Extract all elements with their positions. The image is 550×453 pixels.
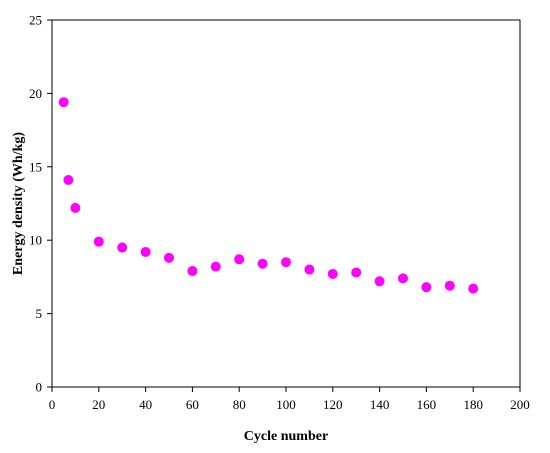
data-point — [93, 236, 104, 247]
data-markers — [58, 97, 479, 294]
data-point — [421, 282, 432, 293]
plot-frame — [51, 19, 521, 388]
data-point — [63, 175, 74, 186]
x-tick-label: 120 — [323, 397, 343, 412]
data-point — [117, 242, 128, 253]
y-tick-label: 15 — [29, 159, 42, 174]
data-point — [281, 257, 291, 268]
y-tick-label: 25 — [29, 13, 42, 28]
x-tick-label: 20 — [92, 397, 105, 412]
data-point — [468, 283, 479, 294]
data-point — [187, 266, 198, 277]
x-tick-label: 200 — [510, 397, 530, 412]
x-tick-label: 160 — [417, 397, 437, 412]
data-point — [210, 261, 221, 272]
data-point — [444, 280, 455, 291]
data-point — [257, 258, 268, 269]
x-axis: 0 20 40 60 80 100 120 140 160 180 200 — [49, 387, 530, 412]
x-tick-label: 140 — [370, 397, 390, 412]
data-point — [140, 246, 151, 257]
x-tick-label: 40 — [139, 397, 152, 412]
x-tick-label: 0 — [49, 397, 56, 412]
y-tick-label: 10 — [29, 233, 42, 248]
y-tick-label: 0 — [36, 380, 43, 395]
data-point — [327, 268, 338, 279]
x-tick-label: 100 — [276, 397, 296, 412]
data-point — [70, 202, 81, 213]
y-tick-label: 5 — [36, 306, 43, 321]
data-point — [398, 273, 408, 284]
data-point — [304, 264, 315, 275]
data-point — [351, 267, 362, 278]
y-tick-label: 20 — [29, 86, 42, 101]
data-point — [58, 97, 69, 108]
y-axis-title: Energy density (Wh/kg) — [11, 132, 26, 275]
x-tick-label: 180 — [463, 397, 483, 412]
x-tick-label: 60 — [186, 397, 199, 412]
x-tick-label: 80 — [233, 397, 246, 412]
x-axis-title: Cycle number — [244, 429, 328, 444]
data-point — [164, 252, 174, 263]
y-axis: 0 5 10 15 20 25 — [29, 13, 52, 395]
data-point — [234, 254, 245, 265]
data-point — [374, 276, 385, 287]
